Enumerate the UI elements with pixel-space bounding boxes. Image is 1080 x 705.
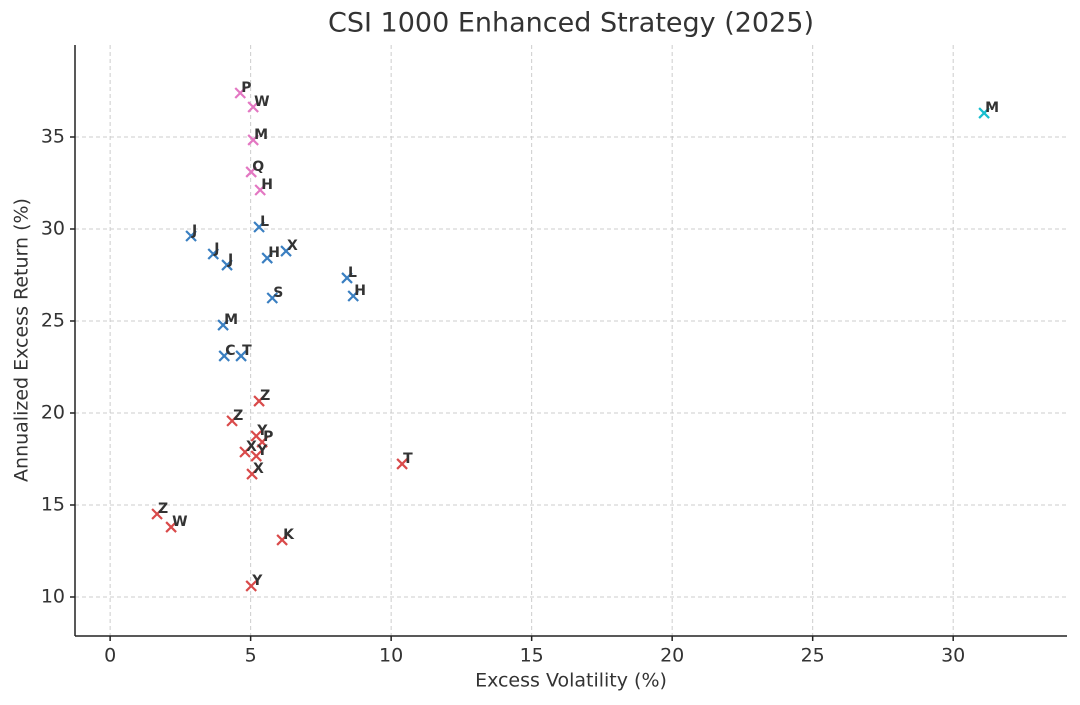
scatter-point <box>253 395 265 407</box>
point-label: P <box>241 80 251 96</box>
point-label: M <box>224 312 238 328</box>
point-label: T <box>242 343 252 359</box>
point-label: H <box>268 245 280 261</box>
point-label: J <box>213 241 219 257</box>
scatter-point <box>151 508 163 520</box>
x-tick-label: 25 <box>801 645 825 667</box>
point-label: X <box>287 238 298 254</box>
scatter-point <box>185 230 197 242</box>
y-tick-label: 15 <box>41 493 65 515</box>
y-tick-label: 30 <box>41 217 65 239</box>
scatter-point <box>250 450 263 462</box>
point-label: S <box>273 285 283 301</box>
point-label: Y <box>256 443 268 459</box>
y-tick-label: 25 <box>41 309 65 331</box>
x-axis-label: Excess Volatility (%) <box>475 670 667 692</box>
x-tick-label: 20 <box>660 645 684 667</box>
scatter-point <box>266 292 279 304</box>
point-label: C <box>225 343 235 359</box>
point-label: Z <box>158 501 168 517</box>
x-tick-label: 15 <box>520 645 544 667</box>
point-label: L <box>260 214 269 230</box>
scatter-point <box>341 272 353 284</box>
x-tick-label: 0 <box>104 645 116 667</box>
scatter-point <box>247 134 259 146</box>
chart-title: CSI 1000 Enhanced Strategy (2025) <box>328 8 814 39</box>
point-label: X <box>253 461 264 477</box>
scatter-point <box>256 436 268 448</box>
point-label: M <box>254 127 268 143</box>
scatter-point <box>221 259 233 271</box>
y-axis-label: Annualized Excess Return (%) <box>11 198 33 482</box>
point-label: Y <box>251 573 263 589</box>
y-tick-label: 20 <box>41 401 65 423</box>
point-label: J <box>227 252 233 268</box>
scatter-point <box>234 87 247 99</box>
scatter-point <box>347 290 359 302</box>
scatter-point <box>280 245 292 257</box>
scatter-point <box>246 468 258 480</box>
point-label: P <box>263 429 273 445</box>
scatter-point <box>276 534 288 546</box>
scatter-point <box>245 166 257 178</box>
scatter-point <box>396 458 408 470</box>
scatter-point <box>978 107 990 119</box>
point-label: K <box>283 527 295 543</box>
point-label: T <box>403 451 413 467</box>
point-label: Q <box>252 159 264 175</box>
point-label: L <box>348 265 357 281</box>
scatter-point <box>253 221 265 233</box>
scatter-point <box>226 415 238 427</box>
point-label: Z <box>260 388 270 404</box>
scatter-point <box>239 446 251 458</box>
scatter-point <box>218 350 230 362</box>
point-label: Z <box>233 408 243 424</box>
scatter-point <box>235 350 247 362</box>
y-tick-label: 35 <box>41 125 65 147</box>
x-tick-label: 30 <box>941 645 965 667</box>
y-tick-label: 10 <box>41 585 65 607</box>
point-label: Y <box>256 423 268 439</box>
point-label: W <box>254 94 269 110</box>
x-tick-label: 10 <box>379 645 403 667</box>
scatter-point <box>245 580 257 592</box>
point-label: M <box>985 100 999 116</box>
scatter-point <box>261 252 273 264</box>
scatter-point <box>207 248 220 260</box>
point-label: J <box>191 223 197 239</box>
scatter-point <box>247 101 259 113</box>
scatter-point <box>217 319 229 331</box>
point-label: H <box>261 177 273 193</box>
point-label: X <box>246 439 257 455</box>
scatter-point <box>254 184 266 196</box>
x-tick-label: 5 <box>245 645 257 667</box>
scatter-point <box>165 521 177 533</box>
point-label: H <box>354 283 366 299</box>
point-label: W <box>172 514 187 530</box>
